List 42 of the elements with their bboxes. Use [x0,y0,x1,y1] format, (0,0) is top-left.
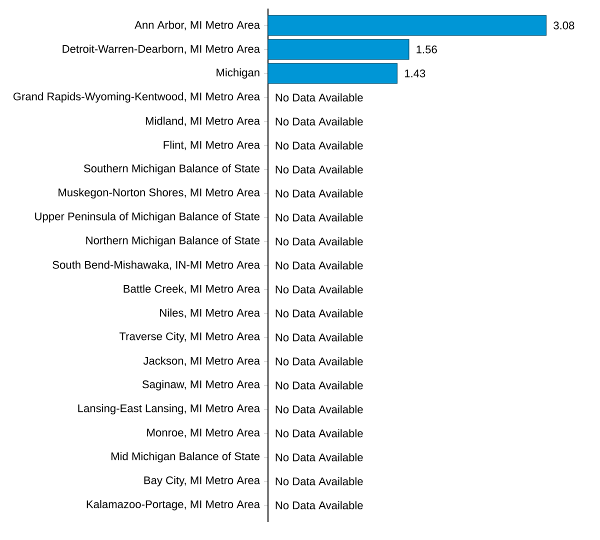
data-label: 3.08 [554,22,574,30]
text: No Data Available [276,285,363,294]
text: No Data Available [276,453,363,462]
y-tick-label: South Bend-Mishawaka, IN-MI Metro Area [52,260,260,270]
text: No Data Available [276,213,363,222]
data-label: 1.43 [404,70,426,78]
text: No Data Available [276,165,363,174]
text: No Data Available [276,309,363,318]
text: No Data Available [276,405,363,414]
y-tick-label: Niles, MI Metro Area [160,308,260,318]
y-tick-label: Lansing-East Lansing, MI Metro Area [78,404,260,414]
text: No Data Available [276,429,363,438]
data-label: 1.56 [416,46,437,54]
text: No Data Available [276,189,363,198]
y-tick-label: Detroit-Warren-Dearborn, MI Metro Area [62,44,260,54]
y-tick-label: Ann Arbor, MI Metro Area [134,20,260,30]
text: No Data Available [276,261,363,270]
y-tick-label: Upper Peninsula of Michigan Balance of State [35,212,260,223]
text: No Data Available [276,93,363,102]
text: No Data Available [276,141,363,150]
y-tick-label: Bay City, MI Metro Area [144,476,260,486]
y-tick-label: Saginaw, MI Metro Area [142,380,260,390]
y-tick-label: Midland, MI Metro Area [146,116,260,126]
text: No Data Available [276,357,363,366]
y-tick-label: Michigan [216,68,260,79]
y-tick-label: Flint, MI Metro Area [164,140,260,150]
y-tick-label: Jackson, MI Metro Area [143,356,260,366]
text: No Data Available [276,381,363,390]
y-tick-label: Monroe, MI Metro Area [147,428,260,438]
y-tick-label: Mid Michigan Balance of State [111,452,260,462]
text: No Data Available [276,333,363,342]
y-tick-label: Grand Rapids-Wyoming-Kentwood, MI Metro Area [13,92,260,103]
y-tick-label: Northern Michigan Balance of State [86,236,260,247]
y-tick-label: Kalamazoo-Portage, MI Metro Area [86,500,260,510]
text: No Data Available [276,501,363,510]
y-tick-label: Muskegon-Norton Shores, MI Metro Area [58,188,260,199]
text: No Data Available [276,477,363,486]
text: No Data Available [276,117,363,126]
y-tick-label: Battle Creek, MI Metro Area [124,284,260,294]
y-tick-label: Traverse City, MI Metro Area [119,332,260,342]
y-tick-label: Southern Michigan Balance of State [84,164,260,175]
text: No Data Available [276,237,363,246]
